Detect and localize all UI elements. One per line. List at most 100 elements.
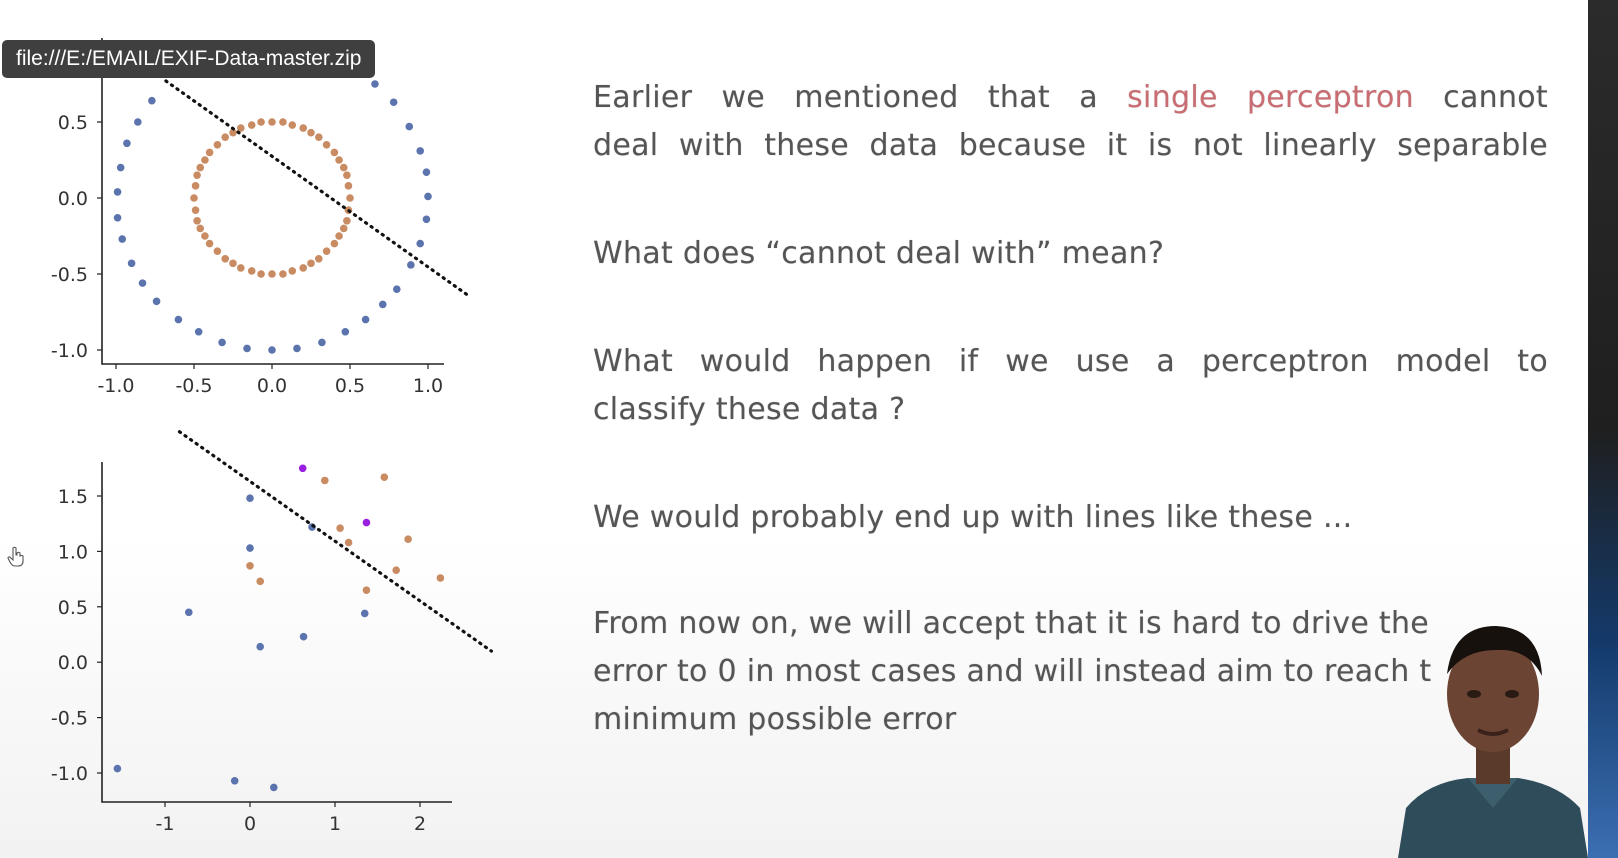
- data-point: [257, 118, 265, 126]
- data-point: [424, 192, 432, 201]
- data-point: [336, 524, 344, 532]
- axis-lines: [101, 462, 452, 803]
- data-point: [322, 141, 331, 149]
- data-point: [299, 124, 308, 132]
- paragraph-line: deal with these data because it is not l…: [593, 128, 1548, 163]
- x-tick-label: 1: [329, 813, 341, 835]
- data-point: [268, 346, 276, 354]
- y-tick-label: -0.5: [51, 264, 88, 286]
- data-point: [362, 586, 371, 594]
- data-point: [268, 270, 276, 278]
- data-point: [268, 118, 276, 126]
- data-point: [405, 122, 414, 131]
- data-point: [436, 574, 445, 582]
- data-point: [138, 279, 147, 287]
- data-point: [298, 464, 307, 473]
- data-point: [389, 98, 398, 107]
- data-point: [213, 247, 222, 255]
- data-point: [422, 168, 431, 176]
- data-point: [321, 476, 329, 485]
- data-point: [256, 577, 265, 586]
- data-point: [392, 566, 401, 575]
- data-point: [335, 232, 343, 240]
- data-point: [191, 206, 200, 214]
- x-tick-label: -1.0: [97, 375, 134, 397]
- data-point: [279, 118, 287, 126]
- data-point: [407, 261, 415, 269]
- data-point: [257, 270, 265, 278]
- data-point: [279, 270, 287, 278]
- data-point: [288, 121, 297, 129]
- data-point: [361, 315, 370, 324]
- data-point: [299, 632, 308, 641]
- data-point: [330, 148, 339, 157]
- decision-boundary-line: [177, 430, 493, 653]
- data-point: [343, 171, 351, 179]
- data-point: [237, 264, 245, 272]
- data-point: [113, 764, 122, 773]
- data-point: [343, 217, 351, 225]
- slide-question-cannot-deal: What does “cannot deal with” mean?: [593, 230, 1548, 278]
- data-point: [293, 344, 301, 353]
- data-point: [229, 259, 237, 268]
- data-point: [237, 124, 245, 132]
- data-point: [339, 224, 348, 233]
- y-tick-label: 1.0: [58, 541, 88, 563]
- paragraph-line: From now on, we will accept that it is h…: [593, 606, 1430, 641]
- data-point: [371, 80, 379, 88]
- data-point: [113, 213, 122, 222]
- data-point: [339, 163, 348, 172]
- slide-paragraph-perceptron: Earlier we mentioned that a single perce…: [593, 74, 1548, 170]
- status-bar-url: file:///E:/EMAIL/EXIF-Data-master.zip: [2, 40, 376, 78]
- data-point: [393, 285, 401, 294]
- adjacent-window-edge: [1588, 0, 1618, 858]
- y-tick-label: -1.0: [51, 340, 88, 362]
- x-tick-label: 0.5: [335, 375, 365, 397]
- data-point: [116, 163, 125, 172]
- data-point: [218, 338, 226, 347]
- data-point: [341, 327, 350, 336]
- data-point: [221, 254, 229, 263]
- data-point: [246, 494, 254, 503]
- data-point: [229, 128, 237, 137]
- data-point: [193, 217, 201, 225]
- paragraph-line: error to 0 in most cases and will instea…: [593, 654, 1432, 689]
- data-point: [307, 259, 315, 268]
- data-point: [185, 608, 193, 617]
- paragraph-line: We would probably end up with lines like…: [593, 500, 1353, 535]
- data-point: [378, 300, 387, 309]
- slide-paragraph-error: From now on, we will accept that it is h…: [593, 600, 1548, 744]
- data-point: [307, 128, 315, 137]
- data-point: [346, 194, 354, 202]
- hand-cursor-icon: [7, 546, 24, 567]
- x-tick-label: 0: [244, 813, 256, 835]
- data-point: [247, 267, 256, 275]
- data-point: [360, 609, 369, 618]
- data-point: [256, 642, 265, 651]
- data-point: [152, 297, 161, 306]
- data-point: [221, 133, 229, 141]
- data-point: [148, 96, 156, 105]
- paragraph-line: classify these data ?: [593, 392, 906, 427]
- data-point: [270, 783, 278, 792]
- y-tick-label: 0.5: [58, 597, 88, 619]
- data-point: [243, 344, 251, 353]
- data-point: [318, 338, 326, 347]
- y-tick-label: 0.0: [58, 652, 88, 674]
- paragraph-line: minimum possible error: [593, 702, 957, 737]
- data-point: [191, 182, 200, 190]
- data-point: [113, 188, 122, 196]
- data-point: [362, 518, 371, 527]
- data-point: [201, 156, 209, 164]
- axis-lines: [101, 38, 444, 365]
- data-point: [246, 544, 254, 552]
- data-point: [194, 327, 203, 336]
- paragraph-line: What would happen if we use a perceptron…: [593, 344, 1548, 379]
- data-point: [118, 235, 127, 243]
- decision-boundary-line: [164, 79, 472, 299]
- x-tick-label: -0.5: [175, 375, 212, 397]
- paragraph-line: What does “cannot deal with” mean?: [593, 236, 1165, 271]
- y-tick-label: 1.5: [58, 486, 88, 508]
- x-tick-label: 0.0: [257, 375, 287, 397]
